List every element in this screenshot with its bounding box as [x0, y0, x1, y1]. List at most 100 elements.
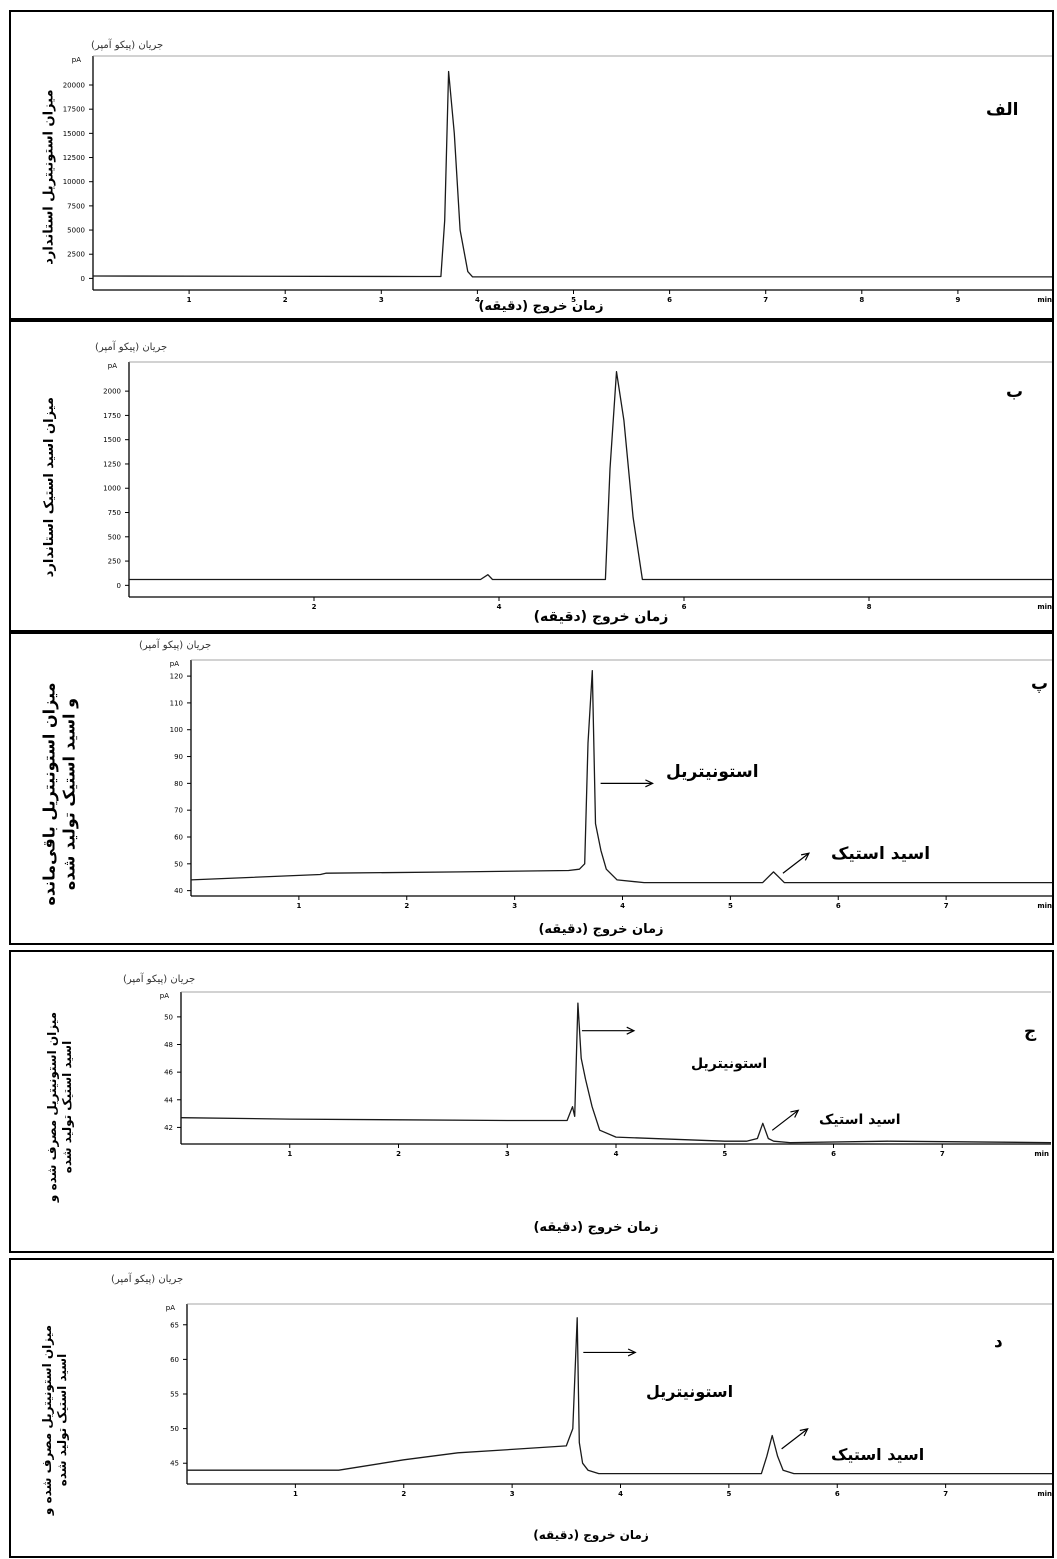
annotation-arrow: [600, 779, 654, 788]
panel-letter: د: [994, 1332, 1003, 1352]
current-axis-label: جریان (پیکو آمپر): [123, 974, 196, 985]
y-tick-label: 120: [170, 673, 183, 681]
y-tick-label: 1000: [103, 485, 121, 493]
y-tick-label: 7500: [67, 202, 85, 210]
y-tick-label: 40: [174, 887, 183, 895]
x-tick-label: 3: [379, 296, 384, 304]
x-unit-label: min: [1037, 603, 1052, 611]
chromatogram-be: pA 0 250 500 750 1000 1250 1500 1750 2000 2 4 6 8 min: [103, 361, 1052, 611]
x-tick-label: 2: [396, 1150, 401, 1158]
x-tick-label: 5: [722, 1150, 727, 1158]
annotation-acetic-acid: اسید استیک: [819, 1112, 901, 1128]
y-tick-label: 100: [170, 726, 183, 734]
chart-panel-pe: جریان (پیکو آمپر) میزان استونیتریل باقی‌…: [9, 632, 1054, 945]
x-tick-label: 8: [859, 296, 864, 304]
x-tick-label: 6: [667, 296, 672, 304]
y-tick-label: 70: [174, 807, 183, 815]
x-tick-label: 1: [287, 1150, 292, 1158]
x-tick-label: 1: [296, 902, 301, 910]
x-tick-label: 5: [571, 296, 576, 304]
x-tick-label: 7: [943, 1490, 948, 1498]
chromatogram-alef: pA 0 2500 5000 7500 10000 12500 15000 17500 20000…: [63, 55, 1052, 304]
x-unit-label: min: [1037, 902, 1052, 910]
y-tick-label: 1750: [103, 412, 121, 420]
y-tick-label: 1500: [103, 436, 121, 444]
current-axis-label: جریان (پیکو آمپر): [95, 342, 168, 353]
x-tick-label: 2: [404, 902, 409, 910]
y-tick-label: 90: [174, 753, 183, 761]
x-tick-label: 2: [401, 1490, 406, 1498]
y-tick-label: 55: [170, 1391, 179, 1399]
y-tick-label: 42: [164, 1124, 173, 1132]
y-tick-label: 0: [81, 275, 85, 283]
x-tick-label: 4: [497, 603, 502, 611]
x-axis-title: زمان خروج (دقیقه): [533, 609, 669, 625]
chromatogram-pe: pA 40 50 60 70 80 90 100 110 120 1 2 3 4 5 6 7 min: [170, 659, 1052, 910]
chromatogram-trace: [180, 1002, 1052, 1144]
x-tick-label: 6: [835, 1490, 840, 1498]
x-tick-label: 6: [682, 603, 687, 611]
x-tick-label: 4: [614, 1150, 619, 1158]
x-tick-label: 1: [293, 1490, 298, 1498]
panel-letter: پ: [1031, 674, 1049, 694]
y-tick-label: 110: [170, 699, 183, 707]
x-tick-label: 2: [283, 296, 288, 304]
x-axis-title: زمان خروج (دقیقه): [538, 922, 664, 937]
y-tick-label: 60: [174, 834, 183, 842]
annotation-acetic-acid: اسید استیک: [831, 844, 931, 864]
x-tick-label: 4: [618, 1490, 623, 1498]
current-axis-label: جریان (پیکو آمپر): [91, 40, 164, 51]
chart-panel-alef: جریان (پیکو آمپر) میزان استونیتریل استان…: [9, 10, 1054, 320]
chart-panel-je: جریان (پیکو آمپر) میزان استونیتریل مصرف …: [9, 950, 1054, 1253]
y-tick-label: 50: [164, 1013, 173, 1021]
y-tick-label: 46: [164, 1069, 173, 1077]
y-tick-label: 80: [174, 780, 183, 788]
annotation-acetonitrile: استونیتریل: [691, 1056, 768, 1072]
x-tick-label: 7: [940, 1150, 945, 1158]
x-tick-label: 7: [944, 902, 949, 910]
x-unit-label: min: [1037, 1490, 1052, 1498]
x-tick-label: 3: [505, 1150, 510, 1158]
y-tick-label: 2500: [67, 251, 85, 259]
current-axis-label: جریان (پیکو آمپر): [139, 640, 212, 651]
x-unit-label: min: [1037, 296, 1052, 304]
chart-panel-dal: جریان (پیکو آمپر) میزان استونیتریل مصرف …: [9, 1258, 1054, 1558]
y-unit-label: pA: [108, 362, 117, 370]
x-tick-label: 6: [831, 1150, 836, 1158]
x-axis-title: زمان خروج (دقیقه): [533, 1528, 649, 1542]
x-tick-label: 8: [867, 603, 872, 611]
annotation-acetonitrile: استونیتریل: [666, 762, 759, 782]
x-tick-label: 3: [510, 1490, 515, 1498]
annotation-arrow: [581, 1026, 636, 1035]
y-unit-label: pA: [72, 56, 81, 64]
x-tick-label: 5: [728, 902, 733, 910]
x-axis-title: زمان خروج (دقیقه): [478, 299, 604, 314]
chromatogram-trace: [187, 1317, 1052, 1475]
y-tick-label: 12500: [63, 154, 85, 162]
x-tick-label: 3: [512, 902, 517, 910]
y-tick-label: 500: [108, 533, 121, 541]
annotation-arrow: [583, 1348, 637, 1357]
chart-panel-be: جریان (پیکو آمپر) میزان اسید استیک استان…: [9, 320, 1054, 632]
y-tick-label: 2000: [103, 388, 121, 396]
chromatogram-trace: [190, 670, 1052, 884]
y-tick-label: 65: [170, 1321, 179, 1329]
chromatogram-trace: [92, 70, 1052, 278]
x-tick-label: 5: [726, 1490, 731, 1498]
y-tick-label: 50: [170, 1425, 179, 1433]
x-tick-label: 9: [955, 296, 960, 304]
current-axis-label: جریان (پیکو آمپر): [111, 1274, 184, 1285]
y-tick-label: 17500: [63, 106, 85, 114]
x-unit-label: min: [1034, 1150, 1049, 1158]
y-tick-label: 250: [108, 558, 121, 566]
annotation-acetonitrile: استونیتریل: [646, 1382, 734, 1401]
x-tick-label: 4: [475, 296, 480, 304]
annotation-acetic-acid: اسید استیک: [831, 1445, 925, 1464]
annotation-arrow: [782, 852, 811, 874]
x-tick-label: 7: [763, 296, 768, 304]
x-tick-label: 1: [187, 296, 192, 304]
chromatogram-je: pA 42 44 46 48 50 1 2 3 4 5 6 7 min: [160, 991, 1052, 1158]
y-tick-label: 5000: [67, 227, 85, 235]
y-tick-label: 0: [117, 582, 121, 590]
